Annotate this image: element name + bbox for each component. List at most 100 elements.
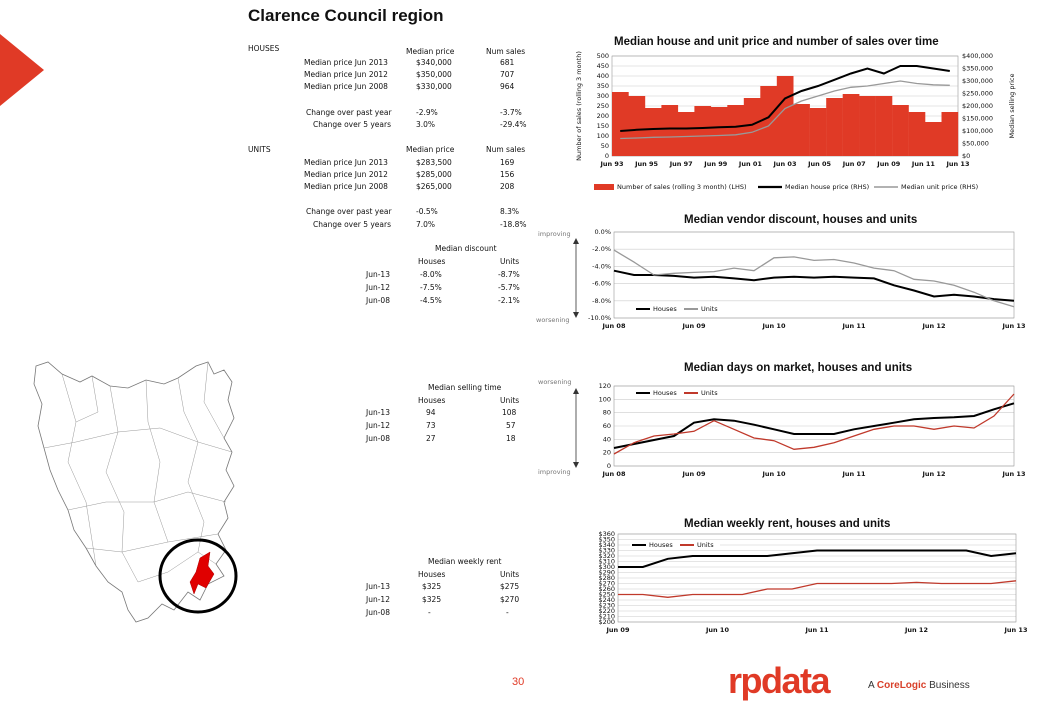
units-change-price: 7.0% — [416, 220, 436, 229]
houses-col-sales: Num sales — [486, 47, 526, 56]
x-tick-label: Jun 09 — [876, 160, 900, 168]
units-row-price: $265,000 — [416, 182, 452, 191]
houses-col-price: Median price — [406, 47, 455, 56]
x-tick-label: Jun 12 — [904, 626, 928, 634]
x-tick-label: Jun 12 — [922, 470, 946, 478]
chart-sales-price: 500450400350300250200150100500$400,000$3… — [575, 51, 1016, 191]
y-tick-label: $200 — [598, 618, 615, 626]
selling-row-units: 57 — [506, 421, 516, 430]
sales-bar — [743, 98, 761, 156]
rent-row-date: Jun-12 — [366, 595, 390, 604]
sales-bar — [908, 112, 926, 156]
legend-swatch-bar — [594, 184, 614, 190]
units-row-price: $285,000 — [416, 170, 452, 179]
sales-bar — [694, 106, 712, 156]
discount-table: Median discount Houses Units Jun-13 -8.0… — [360, 244, 540, 310]
discount-row-houses: -8.0% — [420, 270, 442, 279]
series-line-houses — [613, 402, 1015, 449]
legend-box — [634, 388, 724, 398]
chart3-title: Median days on market, houses and units — [684, 362, 913, 374]
units-change-sales: 8.3% — [500, 207, 520, 216]
y-right-tick-label: $350,000 — [962, 65, 993, 73]
selling-row-houses: 94 — [426, 408, 436, 417]
units-col-price: Median price — [406, 145, 455, 154]
legend-box — [634, 304, 724, 314]
x-tick-label: Jun 05 — [807, 160, 831, 168]
x-tick-label: Jun 09 — [606, 626, 630, 634]
rent-row-houses: $325 — [422, 595, 442, 604]
houses-change-price: 3.0% — [416, 120, 436, 129]
y-tick-label: $330 — [598, 547, 615, 555]
discount-table-title: Median discount — [435, 244, 497, 253]
selling-time-table: Median selling time Houses Units Jun-13 … — [360, 383, 540, 449]
selling-row-date: Jun-12 — [366, 421, 390, 430]
sales-bar — [809, 108, 827, 156]
rent-row-houses: $325 — [422, 582, 442, 591]
annotation-worsening: worsening — [538, 378, 572, 386]
x-tick-label: Jun 13 — [1002, 470, 1026, 478]
arrow-up-icon — [573, 238, 579, 244]
legend-label: Units — [701, 305, 718, 313]
y-tick-label: $290 — [598, 569, 615, 577]
y-left-tick-label: 400 — [597, 72, 609, 80]
plot-frame — [617, 533, 1017, 623]
tasmania-map — [33, 361, 238, 623]
x-tick-label: Jun 03 — [773, 160, 797, 168]
y-tick-label: 100 — [599, 395, 611, 403]
houses-row-price: $350,000 — [416, 70, 452, 79]
page-title: Clarence Council region — [248, 6, 444, 25]
x-tick-label: Jun 97 — [669, 160, 693, 168]
series-line-units — [613, 393, 1015, 455]
chart-vendor-discount: 0.0% -2.0% -4.0% -6.0% -8.0% -10.0%Jun 08 Jun … — [536, 228, 1025, 330]
x-tick-label: Jun 11 — [911, 160, 935, 168]
houses-row-label: Median price Jun 2008 — [304, 82, 388, 91]
selling-row-units: 108 — [502, 408, 517, 417]
units-change-label: Change over past year — [306, 207, 392, 216]
arrow-up-icon — [573, 388, 579, 394]
annotation-worsening: worsening — [536, 316, 570, 324]
discount-row-units: -5.7% — [498, 283, 520, 292]
discount-row-date: Jun-13 — [366, 270, 390, 279]
y-tick-label: $350 — [598, 536, 615, 544]
houses-label: HOUSES — [248, 44, 280, 53]
corelogic-tagline: A CoreLogic Business — [868, 680, 970, 691]
y-tick-label: $240 — [598, 596, 615, 604]
sales-bar — [710, 107, 728, 156]
y-tick-label: 40 — [603, 435, 611, 443]
tagline-business: Business — [929, 680, 970, 691]
rent-row-units: - — [506, 608, 509, 617]
y-right-tick-label: $300,000 — [962, 77, 993, 85]
x-tick-label: Jun 09 — [682, 470, 706, 478]
y-tick-label: 120 — [599, 382, 611, 390]
units-table: UNITS Median price Num sales Median pric… — [248, 145, 538, 235]
series-line-houses — [618, 549, 1017, 568]
sales-bar — [826, 98, 843, 156]
x-tick-label: Jun 09 — [682, 322, 706, 330]
units-change-price: -0.5% — [416, 207, 438, 216]
y-right-tick-label: $400,000 — [962, 52, 993, 60]
annotation-improving: improving — [538, 230, 571, 238]
legend-label: Houses — [653, 305, 677, 313]
x-tick-label: Jun 07 — [842, 160, 866, 168]
houses-row-sales: 707 — [500, 70, 515, 79]
y-left-tick-label: 100 — [597, 132, 609, 140]
legend-label: Houses — [649, 541, 673, 549]
y-tick-label: $260 — [598, 585, 615, 593]
y-left-tick-label: 250 — [597, 102, 609, 110]
x-tick-label: Jun 08 — [602, 470, 626, 478]
y-left-tick-label: 150 — [597, 122, 609, 130]
sales-bar — [941, 112, 959, 156]
y-left-tick-label: 300 — [597, 92, 609, 100]
price-line — [620, 80, 950, 140]
discount-row-houses: -4.5% — [420, 296, 442, 305]
selling-table-title: Median selling time — [428, 383, 502, 392]
houses-row-price: $330,000 — [416, 82, 452, 91]
y-right-tick-label: $200,000 — [962, 102, 993, 110]
series-line-houses — [613, 269, 1015, 302]
selling-col-units: Units — [500, 396, 520, 405]
region-circle — [158, 538, 238, 614]
discount-row-units: -2.1% — [498, 296, 520, 305]
discount-col-houses: Houses — [418, 257, 446, 266]
y-tick-label: 0.0% — [594, 228, 611, 236]
